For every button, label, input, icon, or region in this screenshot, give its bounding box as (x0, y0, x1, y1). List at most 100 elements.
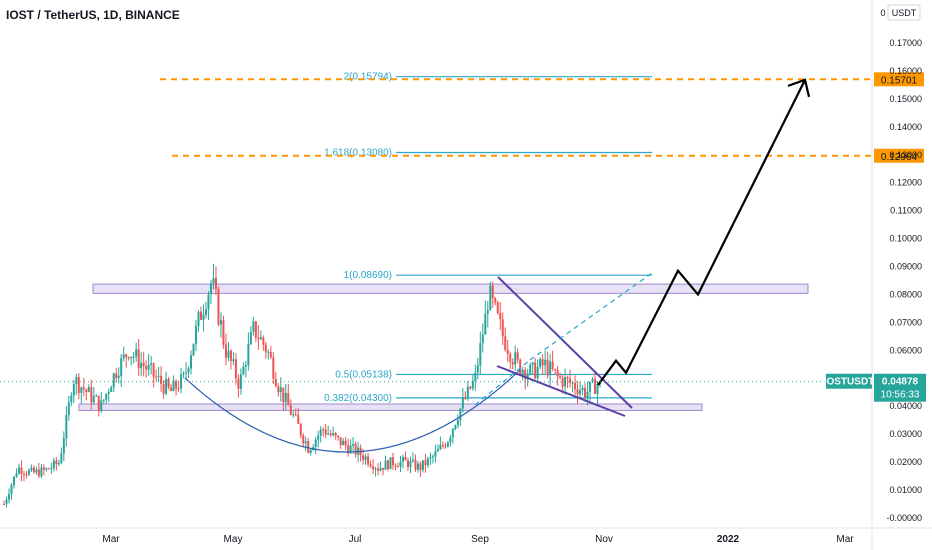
target-lines: 0.15701 0.12964 (160, 72, 924, 163)
candle-body (399, 461, 402, 467)
candle-body (117, 375, 120, 378)
symbol-tag[interactable] (826, 373, 872, 389)
candle-body (294, 414, 297, 416)
candle-body (504, 336, 507, 350)
candle-body (456, 420, 459, 426)
candle-body (107, 391, 110, 394)
candle-body (382, 467, 385, 470)
candle-body (130, 356, 133, 359)
candle-body (419, 463, 422, 470)
candle-body (185, 372, 188, 374)
candle-body (140, 362, 143, 369)
y-tick-label: 0.02000 (889, 457, 922, 467)
candle-body (219, 320, 222, 325)
candle-body (584, 387, 587, 398)
candle-body (526, 373, 529, 380)
candle-body (569, 378, 572, 383)
candles (3, 263, 601, 508)
candle-body (566, 377, 569, 379)
candle-body (249, 331, 252, 345)
candle-body (314, 439, 317, 447)
candle-body (589, 381, 592, 392)
candle-body (574, 382, 577, 390)
wedge-upper-line (497, 276, 633, 409)
candle-body (536, 367, 539, 379)
candle-body (489, 285, 492, 310)
candle-body (22, 474, 25, 476)
candle-body (247, 344, 250, 366)
candle-body (302, 435, 305, 444)
candle-body (282, 387, 285, 403)
candle-body (387, 460, 390, 470)
candle-body (571, 382, 574, 384)
candle-body (444, 445, 447, 447)
candle-body (232, 359, 235, 362)
candle-body (516, 352, 519, 360)
candle-body (509, 354, 512, 362)
candle-body (207, 294, 210, 310)
candle-body (52, 460, 55, 468)
candle-body (92, 396, 95, 403)
candle-body (115, 373, 118, 378)
y-tick-label: 0.06000 (889, 345, 922, 355)
candle-body (95, 395, 98, 397)
candle-body (404, 456, 407, 461)
candle-body (135, 349, 138, 357)
candle-body (322, 429, 325, 431)
candle-body (252, 321, 255, 332)
candle-body (434, 451, 437, 457)
candle-body (97, 395, 100, 412)
currency-zero-label: 0 (880, 8, 885, 18)
candle-body (327, 433, 330, 435)
candle-body (234, 359, 237, 379)
candle-body (102, 399, 105, 401)
candle-body (416, 463, 419, 470)
candle-body (441, 444, 444, 446)
candle-body (329, 433, 332, 435)
candle-body (152, 363, 155, 377)
x-tick-label: 2022 (717, 534, 740, 545)
candle-body (362, 455, 365, 460)
candle-body (112, 373, 115, 388)
candle-body (82, 387, 85, 390)
candle-body (347, 445, 350, 454)
candle-body (389, 457, 392, 470)
candle-body (42, 467, 45, 470)
candle-body (342, 440, 345, 446)
candle-body (262, 337, 265, 345)
candle-body (254, 321, 257, 338)
candle-body (354, 443, 357, 455)
candle-body (274, 378, 277, 387)
candle-body (244, 365, 247, 367)
candle-body (209, 283, 212, 295)
x-tick-label: Mar (102, 534, 120, 545)
candle-body (122, 354, 125, 358)
candle-body (10, 485, 13, 495)
candle-body (476, 365, 479, 373)
y-tick-label: 0.08000 (889, 289, 922, 299)
candle-body (511, 361, 514, 365)
candle-body (269, 351, 272, 358)
price-axis: 0.17000 0.16000 0.15000 0.14000 0.13000 0.120… (824, 0, 926, 550)
candle-body (195, 326, 198, 344)
candle-body (292, 414, 295, 416)
candle-body (561, 377, 564, 387)
candle-body (564, 377, 567, 387)
candle-body (279, 387, 282, 393)
candle-body (379, 467, 382, 471)
candle-body (50, 467, 53, 470)
candle-body (324, 429, 327, 435)
currency-unit-badge[interactable] (887, 4, 921, 21)
candle-body (165, 378, 168, 394)
candle-body (421, 460, 424, 470)
projection-arrowhead (787, 78, 811, 98)
bar-countdown: 10:56:33 (881, 390, 920, 401)
y-tick-label: 0.03000 (889, 429, 922, 439)
candle-body (521, 369, 524, 374)
candle-body (137, 349, 140, 369)
candle-body (12, 476, 15, 486)
candle-body (392, 457, 395, 466)
symbol-tag-label: IOSTUSDT (824, 377, 875, 388)
candle-body (100, 400, 103, 412)
